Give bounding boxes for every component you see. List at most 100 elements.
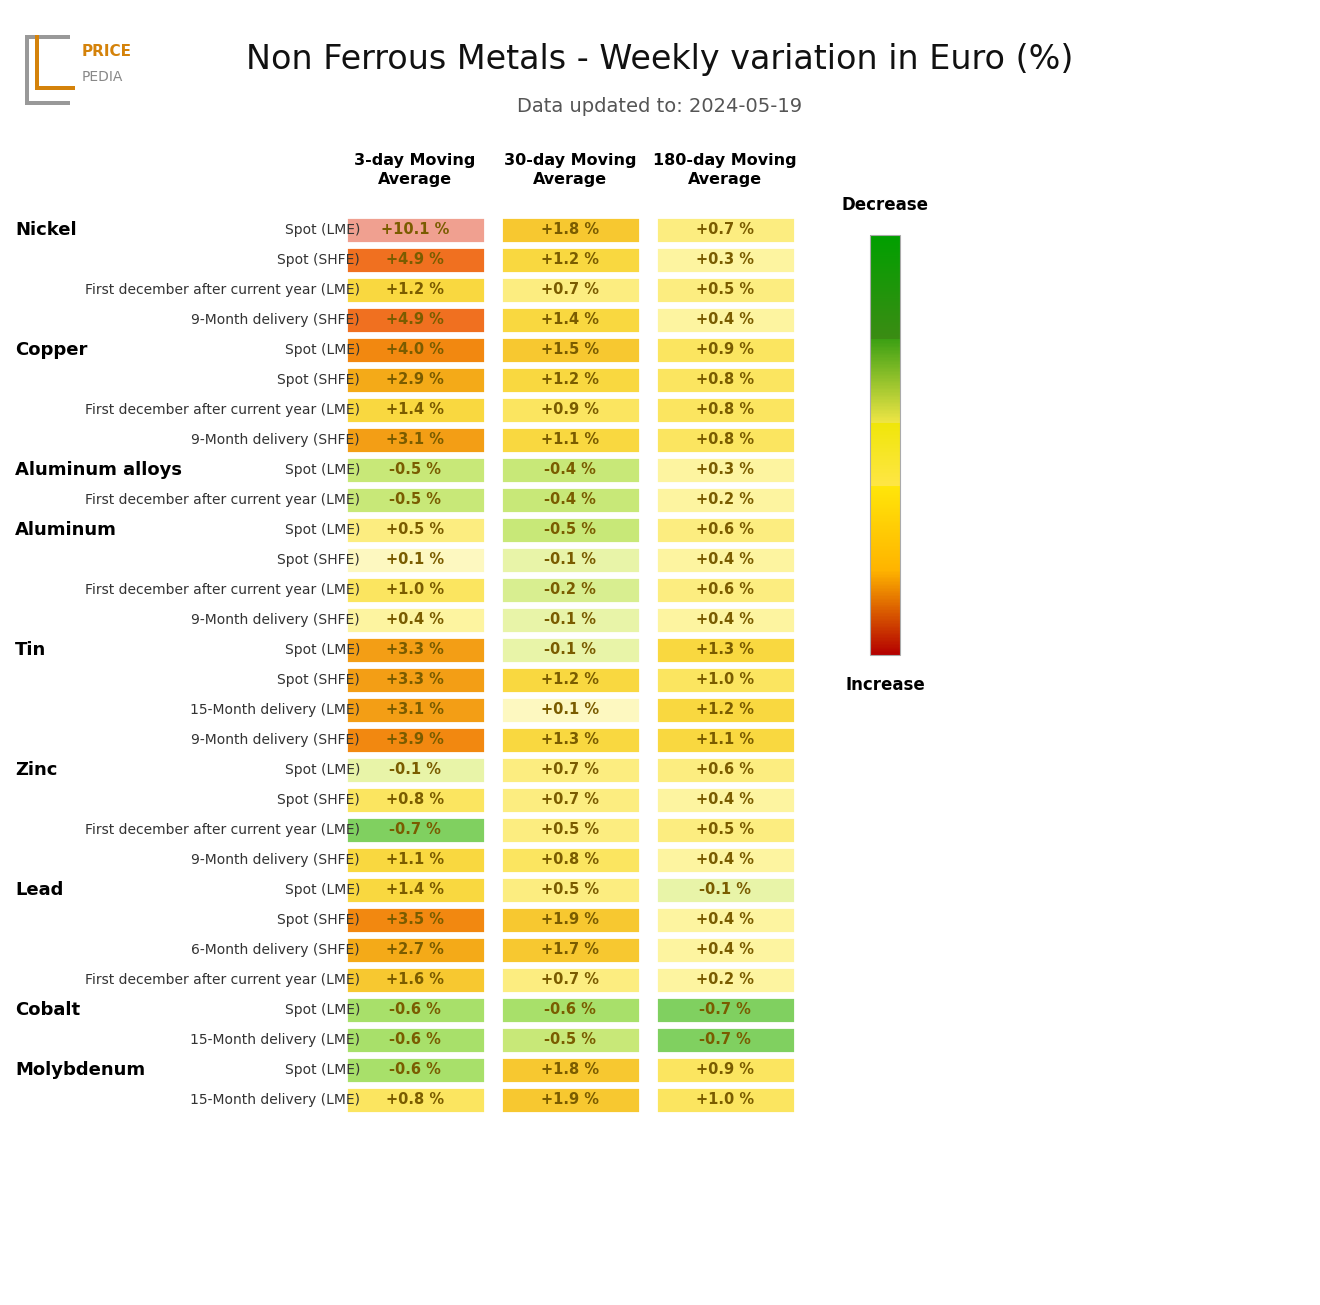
Bar [870, 271, 900, 273]
Bar [870, 576, 900, 577]
Bar [870, 514, 900, 515]
Bar [870, 639, 900, 641]
Bar [870, 429, 900, 431]
Bar [656, 607, 795, 633]
Bar [870, 281, 900, 283]
Bar [870, 275, 900, 277]
Text: 9-Month delivery (SHFE): 9-Month delivery (SHFE) [191, 733, 360, 746]
Bar [870, 241, 900, 244]
Bar [870, 343, 900, 345]
Bar [870, 504, 900, 505]
Bar [870, 634, 900, 636]
Bar [656, 907, 795, 933]
Bar [870, 415, 900, 418]
Bar [870, 532, 900, 534]
Bar [870, 650, 900, 651]
Bar [870, 264, 900, 265]
Bar [870, 369, 900, 371]
Bar [870, 444, 900, 445]
Text: +1.2 %: +1.2 % [696, 702, 754, 718]
Text: +0.1 %: +0.1 % [541, 702, 599, 718]
Bar [870, 604, 900, 606]
Bar [870, 273, 900, 274]
Bar [870, 291, 900, 292]
Bar [870, 641, 900, 642]
Bar [870, 453, 900, 455]
Bar [870, 643, 900, 645]
Bar [656, 457, 795, 483]
Bar [346, 337, 484, 363]
Bar [656, 727, 795, 753]
Bar [870, 589, 900, 591]
Text: +0.4 %: +0.4 % [696, 852, 754, 868]
Bar [656, 247, 795, 273]
Bar [870, 500, 900, 501]
Bar [870, 606, 900, 607]
Bar [346, 277, 484, 303]
Bar [870, 510, 900, 512]
Bar [870, 410, 900, 411]
Text: -0.7 %: -0.7 % [389, 822, 441, 838]
Bar [870, 316, 900, 317]
Text: +0.5 %: +0.5 % [541, 882, 599, 898]
Bar [870, 577, 900, 578]
Bar [870, 341, 900, 342]
Bar [870, 478, 900, 479]
Bar [870, 525, 900, 526]
Bar [870, 572, 900, 573]
Text: PEDIA: PEDIA [82, 70, 123, 84]
Bar [870, 556, 900, 557]
Text: +0.7 %: +0.7 % [541, 762, 599, 778]
Bar [870, 559, 900, 560]
Bar [870, 368, 900, 369]
Text: -0.7 %: -0.7 % [700, 1032, 751, 1048]
Bar [870, 406, 900, 407]
Bar [870, 386, 900, 388]
Text: +10.1 %: +10.1 % [380, 222, 449, 238]
Bar [870, 358, 900, 360]
Bar [870, 437, 900, 438]
Bar [870, 238, 900, 239]
Bar [346, 457, 484, 483]
Bar [870, 586, 900, 587]
Bar [870, 547, 900, 548]
Bar [870, 422, 900, 423]
Text: First december after current year (LME): First december after current year (LME) [84, 493, 360, 508]
Bar [36, 35, 40, 90]
Bar [870, 292, 900, 294]
Bar [870, 381, 900, 382]
Bar [870, 402, 900, 403]
Bar [870, 542, 900, 543]
Bar [870, 475, 900, 476]
Bar [656, 337, 795, 363]
Text: +0.5 %: +0.5 % [385, 522, 444, 538]
Bar [870, 594, 900, 595]
Bar [870, 431, 900, 432]
Bar [870, 300, 900, 303]
Bar [870, 552, 900, 553]
Bar [656, 1057, 795, 1083]
Bar [870, 382, 900, 384]
Bar [500, 787, 639, 813]
Bar [870, 356, 900, 358]
Text: 9-Month delivery (SHFE): 9-Month delivery (SHFE) [191, 313, 360, 328]
Text: 180-day Moving
Average: 180-day Moving Average [653, 153, 797, 188]
Bar [870, 564, 900, 565]
Text: Spot (LME): Spot (LME) [285, 343, 360, 358]
Text: 15-Month delivery (LME): 15-Month delivery (LME) [190, 703, 360, 716]
Text: 30-day Moving
Average: 30-day Moving Average [504, 153, 636, 188]
Bar [870, 418, 900, 419]
Bar [656, 517, 795, 543]
Bar [870, 284, 900, 286]
Bar [870, 609, 900, 611]
Bar [870, 363, 900, 364]
Bar [870, 578, 900, 579]
Text: +3.3 %: +3.3 % [385, 672, 444, 688]
Bar [870, 278, 900, 279]
Text: 6-Month delivery (SHFE): 6-Month delivery (SHFE) [191, 944, 360, 957]
Bar [870, 492, 900, 495]
Bar [870, 253, 900, 254]
Bar [870, 518, 900, 519]
Bar [346, 487, 484, 513]
Bar [500, 937, 639, 963]
